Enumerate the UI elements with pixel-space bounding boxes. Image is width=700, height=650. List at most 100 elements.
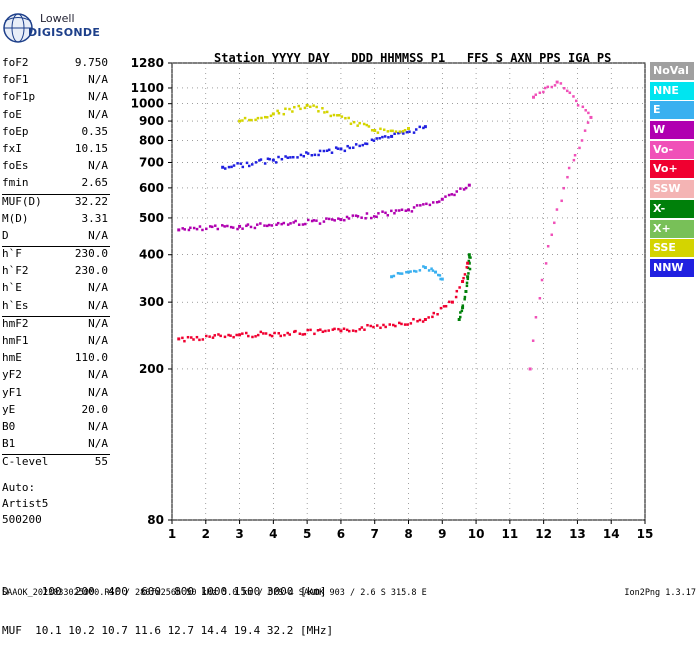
legend-item-noval: NoVal [650,62,694,80]
echo-point [318,149,322,153]
echo-point [462,276,465,280]
param-key: fxI [2,141,22,155]
y-tick-label: 300 [139,295,164,309]
echo-point [189,226,192,230]
echo-point [208,225,212,228]
echo-point [405,270,408,274]
echo-point [360,216,363,219]
echo-point [333,327,336,331]
echo-point [383,135,387,138]
echo-point [466,275,470,279]
echo-point [347,329,351,333]
echo-point [418,318,422,322]
param-value: N/A [88,90,108,104]
echo-point [312,219,316,222]
echo-point [337,217,340,220]
echo-point [236,162,239,165]
echo-point [241,227,244,230]
echo-point [263,224,266,227]
x-tick-label: 1 [168,527,176,541]
echo-point [544,262,548,265]
echo-point [256,223,259,226]
echo-point [464,290,468,293]
echo-point [381,135,384,139]
echo-point [289,156,292,159]
echo-point [354,329,358,333]
param-row: M(D) 3.31 [0,212,112,229]
echo-point [331,328,335,331]
muf-row: MUF 10.1 10.2 10.7 11.6 12.7 14.4 19.4 3… [2,624,334,637]
echo-point [416,319,419,323]
echo-point [398,130,402,133]
echo-point [232,335,235,339]
echo-point [346,144,349,148]
param-value: 230.0 [74,264,108,278]
echo-point [466,261,470,265]
echo-point [227,165,231,169]
echo-point [258,159,261,162]
echo-point [296,156,299,159]
echo-point [265,224,269,228]
lowell-digisonde-logo: Lowell DIGISONDE [2,4,112,50]
echo-point [246,223,250,226]
echo-point [363,328,366,331]
echo-point [396,272,400,275]
echo-point [327,148,331,152]
echo-point [351,146,355,149]
echo-point [322,149,326,153]
echo-point [467,261,471,265]
echo-point [560,199,563,203]
echo-point [434,270,438,274]
station-header: Station YYYY DAY DDD HHMMSS P1 FFS S AXN… [214,18,611,130]
x-tick-label: 12 [535,527,552,541]
param-key: h`F2 [2,264,29,278]
x-tick-label: 8 [404,527,412,541]
echo-point [238,333,242,337]
legend-item-nne: NNE [650,81,694,100]
echo-point [460,309,464,313]
param-value: N/A [88,437,108,451]
echo-point [214,224,217,227]
echo-point [286,156,290,160]
echo-point [412,206,416,209]
param-key: h`Es [2,298,29,312]
echo-point [360,326,364,329]
echo-point [249,225,253,229]
echo-point [262,332,265,335]
param-value: N/A [88,281,108,295]
echo-point [339,329,343,333]
echo-point [302,154,306,158]
echo-point [186,335,190,339]
x-tick-label: 13 [569,527,586,541]
echo-point [465,266,469,269]
y-tick-label: 900 [139,114,164,128]
echo-point [427,269,431,272]
echo-point [289,222,292,225]
echo-point [469,256,472,259]
polarization-legend: NoVal NNE E W Vo- Vo+ SSW X- X+ SSE NNW [650,62,694,279]
x-tick-label: 6 [337,527,345,541]
echo-point [303,332,307,336]
param-key: hmF1 [2,334,29,347]
echo-point [187,228,191,232]
echo-point [538,297,542,300]
echo-point [375,215,378,219]
echo-point [438,274,442,277]
legend-item-w: W [650,121,694,140]
echo-point [310,219,314,223]
echo-point [440,197,444,201]
param-key: foF1p [2,90,36,104]
echo-point [550,233,554,237]
param-key: foEs [2,159,29,173]
echo-point [339,218,343,222]
param-value: N/A [88,73,108,87]
echo-point [387,136,390,139]
echo-point [280,157,284,161]
param-row: MUF(D) 32.22 [0,195,112,212]
echo-point [394,324,397,328]
echo-point [292,221,295,224]
echo-point [422,265,425,268]
echo-point [245,224,248,228]
echo-point [321,330,325,334]
echo-point [439,277,442,281]
